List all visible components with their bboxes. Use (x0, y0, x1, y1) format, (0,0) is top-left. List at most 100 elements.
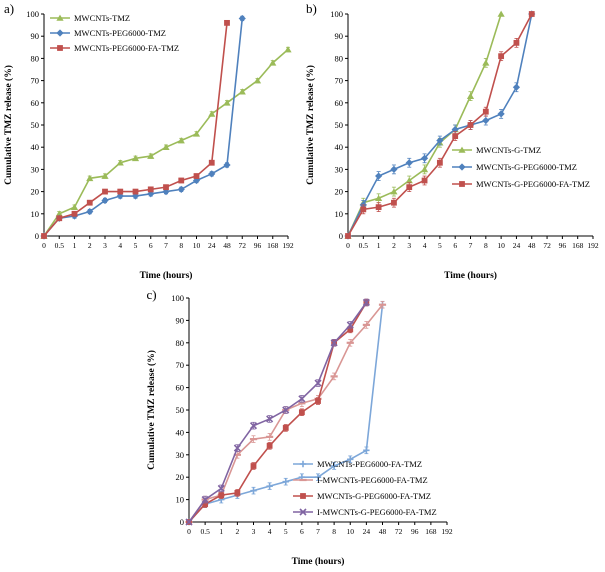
svg-text:70: 70 (31, 76, 40, 86)
svg-text:40: 40 (175, 427, 184, 437)
legend-item: MWCNTs-G-PEG6000-FA-TMZ (452, 179, 590, 189)
svg-text:2: 2 (392, 241, 396, 250)
svg-text:5: 5 (438, 241, 442, 250)
series-I-MWCNTs-G-PEG6000-FA-TMZ (184, 298, 370, 526)
svg-text:72: 72 (394, 527, 402, 536)
svg-text:3: 3 (407, 241, 411, 250)
panel-c-label: c) (146, 287, 157, 302)
svg-text:20: 20 (31, 187, 40, 197)
panel-a-label: a) (4, 1, 15, 16)
chart-b-container: 0 10 20 30 40 50 60 70 80 90 100 0 0.5 1 2 3 4 5 6 7 8 10 24 48… (302, 0, 605, 291)
svg-text:2: 2 (88, 241, 92, 250)
legend-item: MWCNTs-G-PEG6000-FA-TMZ (292, 491, 431, 501)
svg-text:192: 192 (282, 241, 294, 250)
svg-text:60: 60 (175, 383, 184, 393)
svg-text:MWCNTs-TMZ: MWCNTs-TMZ (74, 13, 130, 23)
svg-text:3: 3 (103, 241, 107, 250)
svg-text:90: 90 (175, 315, 184, 325)
svg-text:8: 8 (332, 527, 336, 536)
svg-text:2: 2 (235, 527, 239, 536)
chart-a-container: 0 10 20 30 40 50 60 70 80 90 100 0 0.5 1 2 3 4 5 6 7 8 10 24 48… (0, 0, 302, 291)
svg-text:4: 4 (423, 241, 427, 250)
legend: MWCNTs-PEG6000-FA-TMZ I-MWCNTs-PEG6000-FA… (292, 459, 437, 517)
svg-text:3: 3 (251, 527, 255, 536)
svg-text:168: 168 (267, 241, 279, 250)
svg-text:30: 30 (31, 164, 40, 174)
svg-text:MWCNTs-PEG6000-TMZ: MWCNTs-PEG6000-TMZ (74, 28, 166, 38)
svg-text:6: 6 (300, 527, 304, 536)
legend-item: I-MWCNTs-G-PEG6000-FA-TMZ (292, 507, 437, 517)
x-axis-title: Time (hours) (291, 556, 344, 567)
svg-text:40: 40 (31, 142, 40, 152)
svg-text:I-MWCNTs-G-PEG6000-FA-TMZ: I-MWCNTs-G-PEG6000-FA-TMZ (317, 507, 437, 517)
svg-text:0.5: 0.5 (55, 241, 65, 250)
axes (185, 297, 447, 525)
legend-item: MWCNTs-TMZ (50, 13, 130, 23)
svg-text:192: 192 (441, 527, 453, 536)
svg-text:4: 4 (267, 527, 271, 536)
svg-text:10: 10 (497, 241, 505, 250)
svg-text:I-MWCNTs-PEG6000-FA-TMZ: I-MWCNTs-PEG6000-FA-TMZ (317, 475, 428, 485)
legend-item: MWCNTs-G-PEG6000-TMZ (452, 162, 577, 172)
svg-text:MWCNTs-G-PEG6000-TMZ: MWCNTs-G-PEG6000-TMZ (476, 162, 577, 172)
svg-text:60: 60 (31, 98, 40, 108)
x-axis-title: Time (hours) (444, 270, 497, 281)
legend: MWCNTs-TMZ MWCNTs-PEG6000-TMZ MWCNTs-PEG60… (50, 13, 179, 53)
svg-text:72: 72 (239, 241, 247, 250)
svg-text:0: 0 (42, 241, 46, 250)
svg-text:96: 96 (411, 527, 419, 536)
svg-text:192: 192 (587, 241, 599, 250)
series-MWCNTs-G-TMZ (344, 10, 505, 239)
top-row: a) 0 10 20 30 40 50 60 70 80 90 100 0 0.5 1 2 3 4 5 6 7 8 10 2… (0, 0, 599, 286)
svg-text:MWCNTs-G-TMZ: MWCNTs-G-TMZ (476, 145, 541, 155)
series-MWCNTs-G-PEG6000-TMZ (344, 10, 536, 240)
legend: MWCNTs-G-TMZ MWCNTs-G-PEG6000-TMZ MWCNTs-G… (452, 145, 590, 189)
svg-text:80: 80 (31, 53, 40, 63)
svg-text:48: 48 (528, 241, 536, 250)
svg-text:50: 50 (31, 120, 40, 130)
svg-text:0: 0 (35, 231, 39, 241)
svg-text:72: 72 (543, 241, 551, 250)
svg-text:50: 50 (175, 405, 184, 415)
svg-text:80: 80 (335, 53, 344, 63)
svg-text:4: 4 (118, 241, 122, 250)
svg-text:8: 8 (179, 241, 183, 250)
legend-item: MWCNTs-PEG6000-FA-TMZ (292, 459, 422, 469)
svg-text:100: 100 (171, 293, 184, 303)
svg-text:7: 7 (316, 527, 320, 536)
svg-text:0: 0 (339, 231, 343, 241)
svg-text:20: 20 (335, 187, 344, 197)
svg-text:5: 5 (283, 527, 287, 536)
svg-text:30: 30 (335, 164, 344, 174)
legend-item: MWCNTs-G-TMZ (452, 145, 541, 155)
panel-c: c) 0 10 20 30 40 50 60 70 80 90 100 0 0.5 1 2 3 4 5 6 7 8 10 2… (143, 286, 463, 572)
svg-text:80: 80 (175, 338, 184, 348)
chart-c: 0 10 20 30 40 50 60 70 80 90 100 0 0.5 1 2 3 4 5 6 7 8 10 24 48… (146, 293, 453, 567)
series-MWCNTs-G-PEG6000-FA-TMZ (345, 11, 535, 239)
svg-text:24: 24 (362, 527, 370, 536)
legend-item: MWCNTs-PEG6000-TMZ (50, 28, 166, 38)
svg-text:6: 6 (149, 241, 153, 250)
panel-a: a) 0 10 20 30 40 50 60 70 80 90 100 0 0.5 1 2 3 4 5 6 7 8 10 2… (0, 0, 302, 286)
svg-text:10: 10 (31, 209, 40, 219)
svg-text:24: 24 (208, 241, 216, 250)
svg-text:70: 70 (175, 360, 184, 370)
svg-text:70: 70 (335, 76, 344, 86)
svg-text:168: 168 (572, 241, 584, 250)
svg-text:0.5: 0.5 (359, 241, 369, 250)
legend-item: MWCNTs-PEG6000-FA-TMZ (50, 43, 179, 53)
svg-text:168: 168 (425, 527, 437, 536)
svg-text:24: 24 (513, 241, 521, 250)
svg-text:10: 10 (335, 209, 344, 219)
svg-text:0: 0 (187, 527, 191, 536)
svg-text:7: 7 (469, 241, 473, 250)
svg-text:40: 40 (335, 142, 344, 152)
svg-text:90: 90 (335, 31, 344, 41)
bottom-row: c) 0 10 20 30 40 50 60 70 80 90 100 0 0.5 1 2 3 4 5 6 7 8 10 2… (0, 286, 605, 572)
svg-text:30: 30 (175, 450, 184, 460)
legend-item: I-MWCNTs-PEG6000-FA-TMZ (292, 475, 428, 485)
svg-text:MWCNTs-G-PEG6000-FA-TMZ: MWCNTs-G-PEG6000-FA-TMZ (476, 179, 590, 189)
svg-text:MWCNTs-G-PEG6000-FA-TMZ: MWCNTs-G-PEG6000-FA-TMZ (317, 491, 431, 501)
svg-text:MWCNTs-PEG6000-FA-TMZ: MWCNTs-PEG6000-FA-TMZ (74, 43, 179, 53)
series-MWCNTs-PEG6000-FA-TMZ (41, 19, 230, 239)
